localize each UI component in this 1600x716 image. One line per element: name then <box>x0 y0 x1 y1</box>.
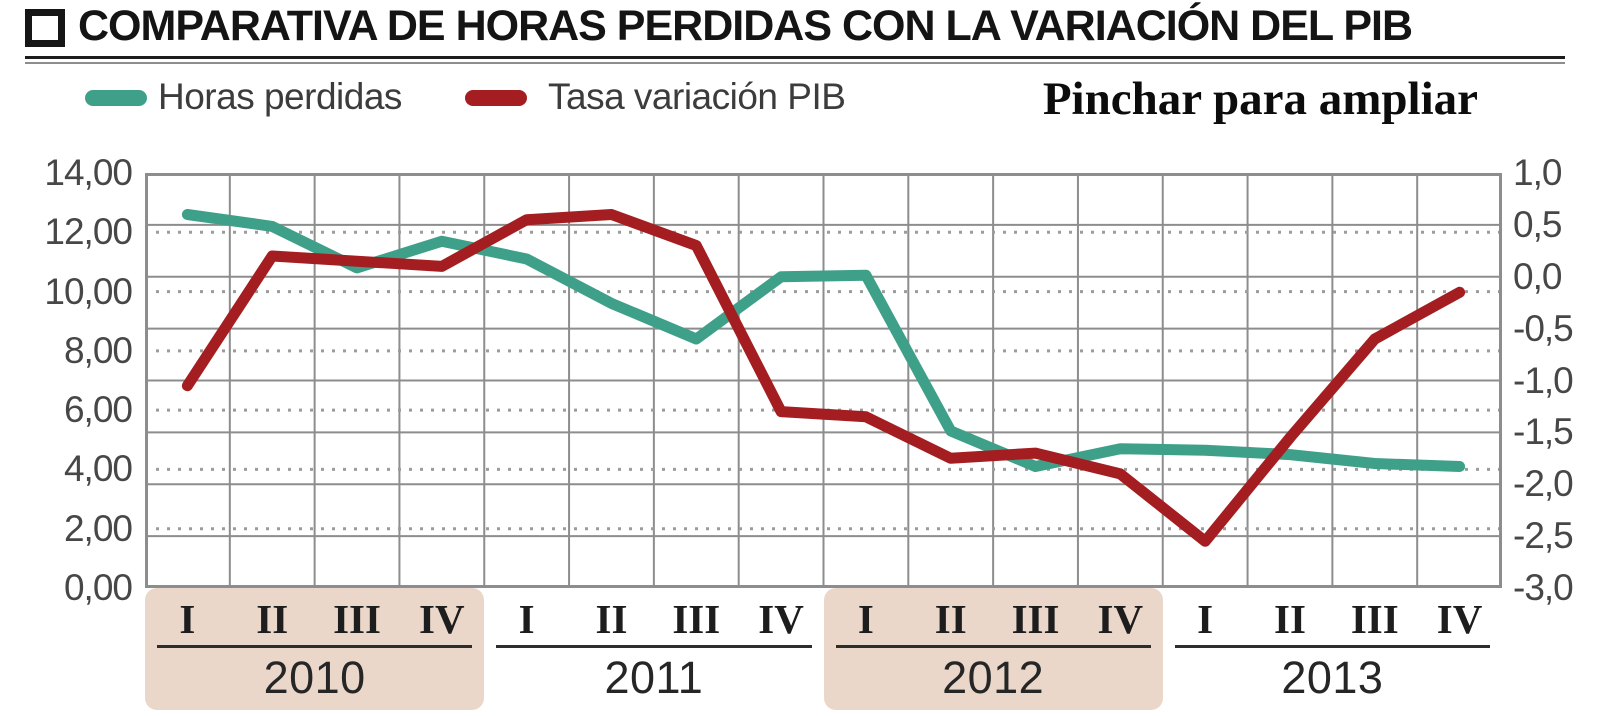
quarter-label: I <box>1197 596 1214 642</box>
right-axis-tick: -2,5 <box>1513 515 1574 556</box>
gridlines <box>145 173 1502 588</box>
year-group-2012: I II III IV 2012 <box>823 588 1163 710</box>
year-label: 2011 <box>604 652 704 703</box>
quarter-label: II <box>595 596 628 642</box>
plot-border <box>145 173 1502 588</box>
title-divider-thin <box>25 62 1565 64</box>
quarter-label: II <box>256 596 289 642</box>
enlarge-note[interactable]: Pinchar para ampliar <box>1042 73 1478 125</box>
right-axis-tick: 0,5 <box>1513 204 1562 245</box>
legend-label-tasa-pib: Tasa variación PIB <box>548 76 846 117</box>
x-axis-groups: I II III IV 2010 I II III IV 2011 I II III IV 2012 I II I… <box>145 588 1502 712</box>
title-divider-thick <box>25 56 1565 59</box>
quarter-label: IV <box>1436 596 1483 642</box>
left-axis-tick: 0,00 <box>63 567 133 608</box>
year-group-2010: I II III IV 2010 <box>145 588 485 710</box>
legend-swatch-tasa-pib <box>465 90 527 106</box>
left-axis-tick: 6,00 <box>63 389 133 430</box>
series-line-horas-perdidas <box>181 209 1466 472</box>
left-axis-tick: 10,00 <box>44 271 133 312</box>
year-group-2011: I II III IV 2011 <box>484 588 823 710</box>
quarter-label: II <box>934 596 967 642</box>
quarter-label: IV <box>758 596 804 642</box>
year-label: 2010 <box>263 652 366 703</box>
right-axis-tick: -1,5 <box>1513 411 1574 452</box>
quarter-underline <box>835 645 1151 648</box>
left-axis-tick: 4,00 <box>63 448 133 489</box>
quarter-label: III <box>672 596 721 642</box>
legend-swatch-horas-perdidas <box>85 90 147 106</box>
left-axis-tick: 12,00 <box>44 211 133 252</box>
right-axis-tick: -1,0 <box>1513 360 1574 401</box>
legend-label-horas-perdidas: Horas perdidas <box>158 76 402 117</box>
plot-area[interactable] <box>145 173 1502 588</box>
year-label: 2013 <box>1281 652 1384 703</box>
quarter-underline <box>1174 645 1490 648</box>
quarter-label: I <box>179 596 196 642</box>
year-group-2013: I II III IV 2013 <box>1163 588 1502 710</box>
right-axis-tick: -0,5 <box>1513 308 1574 349</box>
right-axis-tick: -2,0 <box>1513 463 1574 504</box>
page-title: COMPARATIVA DE HORAS PERDIDAS CON LA VAR… <box>78 2 1413 50</box>
left-axis-tick: 2,00 <box>63 508 133 549</box>
quarter-label: II <box>1274 596 1306 642</box>
series-line-tasa-pib <box>181 209 1466 547</box>
right-axis-tick: -3,0 <box>1513 567 1574 608</box>
right-axis-tick: 0,0 <box>1513 256 1562 297</box>
year-label: 2012 <box>942 652 1045 703</box>
quarter-label: III <box>333 596 381 642</box>
quarter-underline <box>496 645 812 648</box>
right-axis-tick: 1,0 <box>1513 152 1562 193</box>
left-axis-tick: 8,00 <box>63 330 133 371</box>
quarter-label: IV <box>419 596 465 642</box>
quarter-label: IV <box>1097 596 1144 642</box>
quarter-label: III <box>1011 596 1060 642</box>
quarter-label: III <box>1350 596 1399 642</box>
quarter-label: I <box>857 596 874 642</box>
checkbox-square-icon <box>25 9 65 47</box>
quarter-underline <box>157 645 473 648</box>
quarter-label: I <box>518 596 535 642</box>
left-axis-tick: 14,00 <box>44 152 133 193</box>
